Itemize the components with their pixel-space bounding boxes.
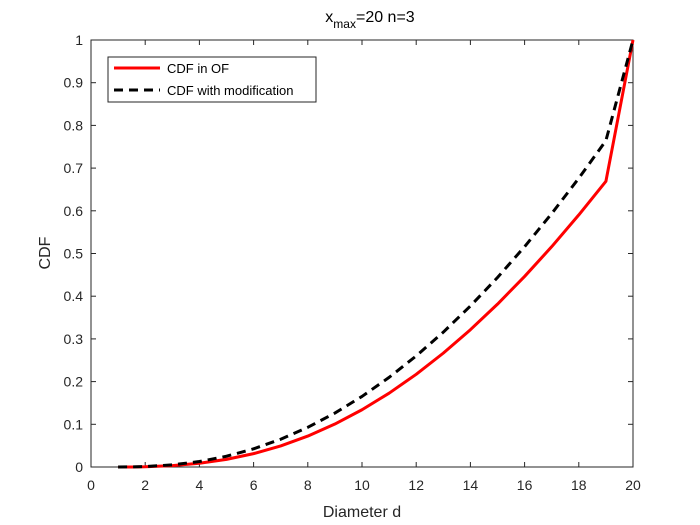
x-tick-label: 16 [517, 477, 533, 493]
y-tick-label: 1 [75, 32, 83, 48]
y-tick-label: 0.4 [64, 288, 84, 304]
y-tick-label: 0.7 [64, 160, 84, 176]
plot-area [90, 39, 634, 468]
y-tick-label: 0.9 [64, 75, 84, 91]
x-tick-label: 8 [304, 477, 312, 493]
legend: CDF in OF CDF with modification [107, 56, 317, 103]
axis-tick-labels: 0 2 4 6 8 10 12 14 16 18 20 0 0.1 0.2 0.3 0.4 0.5 0.6 0.7 0… [64, 32, 641, 493]
y-tick-label: 0.3 [64, 331, 84, 347]
y-tick-label: 0.8 [64, 117, 84, 133]
axis-ticks [90, 39, 634, 468]
x-tick-label: 6 [250, 477, 258, 493]
y-tick-label: 0.2 [64, 374, 84, 390]
x-tick-label: 0 [87, 477, 95, 493]
legend-label-cdf-with-modification: CDF with modification [167, 83, 293, 98]
x-tick-label: 20 [625, 477, 641, 493]
legend-box [107, 56, 317, 103]
x-axis-label: Diameter d [323, 504, 401, 521]
y-tick-label: 0.1 [64, 416, 84, 432]
series-line-cdf-with-modification [118, 39, 635, 469]
y-tick-label: 0.6 [64, 203, 84, 219]
y-axis-label: CDF [37, 236, 54, 269]
x-tick-label: 18 [571, 477, 587, 493]
chart-title: xmax=20 n=3 [325, 9, 415, 31]
x-tick-label: 10 [354, 477, 370, 493]
y-tick-label: 0.5 [64, 246, 84, 262]
series-lines [118, 39, 635, 469]
legend-label-cdf-in-of: CDF in OF [167, 61, 229, 76]
x-tick-label: 12 [408, 477, 424, 493]
y-tick-label: 0 [75, 459, 83, 475]
x-tick-label: 2 [141, 477, 149, 493]
x-tick-label: 4 [196, 477, 204, 493]
x-tick-label: 14 [463, 477, 479, 493]
